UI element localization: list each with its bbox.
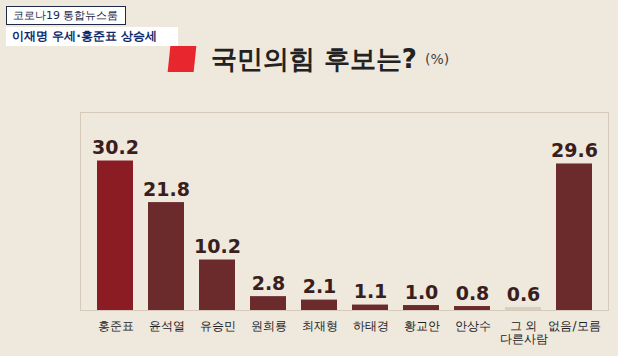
- svg-text:1.0: 1.0: [405, 281, 439, 303]
- svg-text:홍준표: 홍준표: [98, 319, 134, 333]
- svg-text:유승민: 유승민: [200, 319, 236, 333]
- svg-text:황교안: 황교안: [404, 319, 440, 333]
- svg-text:최재형: 최재형: [302, 319, 338, 333]
- svg-text:29.6: 29.6: [551, 139, 598, 161]
- svg-text:0.8: 0.8: [456, 282, 490, 304]
- svg-text:0.6: 0.6: [507, 283, 541, 305]
- svg-text:안상수: 안상수: [455, 319, 491, 333]
- svg-text:2.8: 2.8: [252, 272, 286, 294]
- svg-text:10.2: 10.2: [194, 235, 241, 257]
- svg-text:윤석열: 윤석열: [149, 319, 185, 333]
- html-text:이재명 우세·홍준표 상승세: 이재명 우세·홍준표 상승세: [12, 29, 157, 43]
- svg-text:2.1: 2.1: [303, 275, 337, 297]
- html-text:국민의힘 후보는? (%): 국민의힘 후보는? (%): [210, 43, 450, 74]
- html-text:코로나19 통합뉴스룸: 코로나19 통합뉴스룸: [13, 9, 119, 22]
- svg-text:30.2: 30.2: [92, 136, 139, 158]
- svg-text:21.8: 21.8: [143, 178, 190, 200]
- svg-text:1.1: 1.1: [354, 280, 388, 302]
- svg-text:없음/모름: 없음/모름: [548, 319, 600, 333]
- svg-text:원희룡: 원희룡: [251, 319, 287, 333]
- svg-text:그 외다른사람: 그 외다른사람: [500, 319, 548, 346]
- svg-text:하태경: 하태경: [353, 319, 389, 333]
